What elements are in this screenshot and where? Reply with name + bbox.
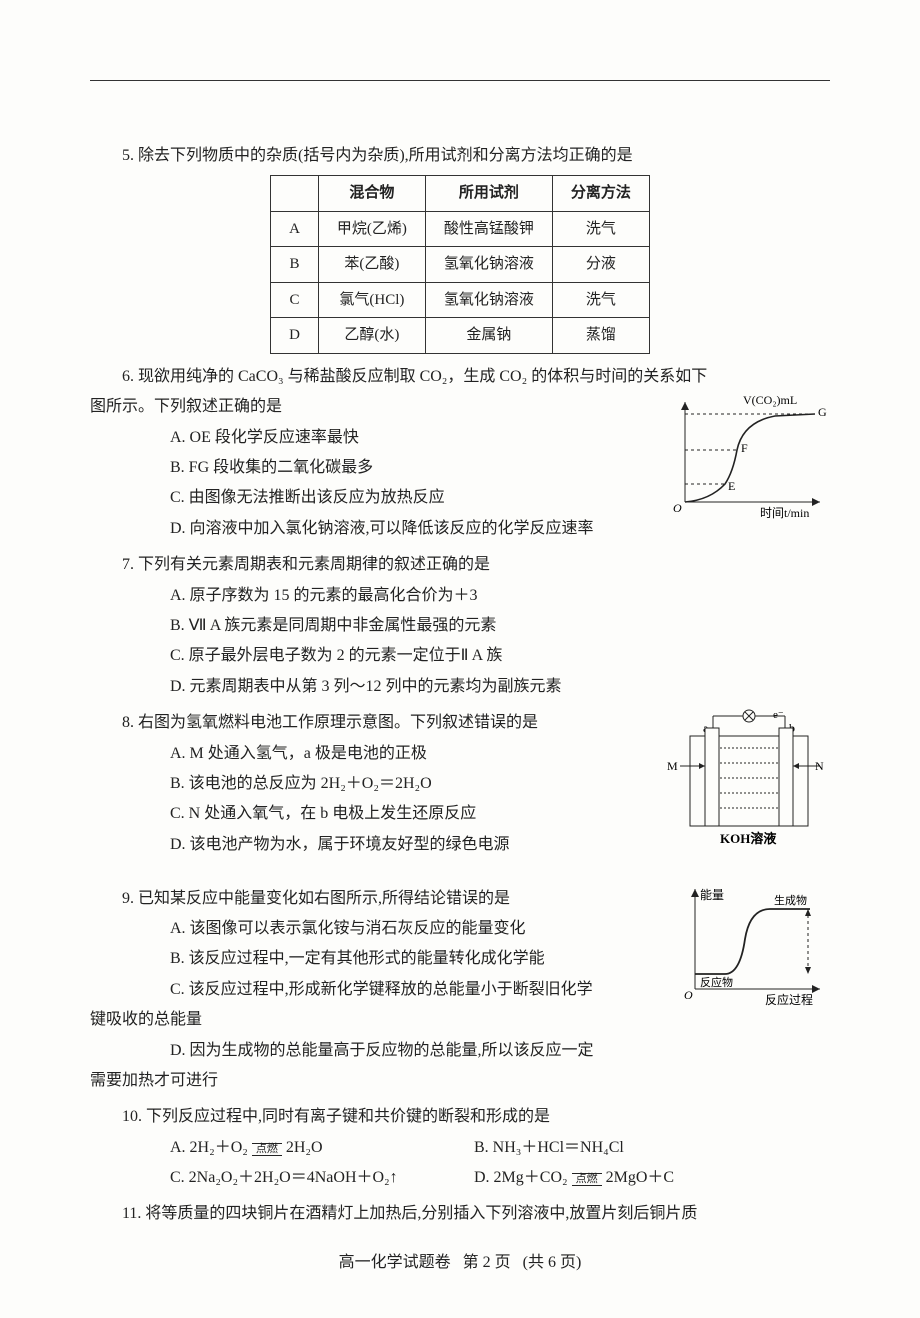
svg-text:M: M [667, 759, 678, 773]
reaction-condition: 点燃 [572, 1173, 602, 1186]
question-6: 6. 现欲用纯净的 CaCO₃ 与稀盐酸反应制取 CO₂，生成 CO₂ 的体积与… [90, 362, 830, 544]
question-7: 7. 下列有关元素周期表和元素周期律的叙述正确的是 A. 原子序数为 15 的元… [90, 550, 830, 702]
question-5: 5. 除去下列物质中的杂质(括号内为杂质),所用试剂和分离方法均正确的是 混合物… [90, 141, 830, 354]
q7-C: C. 原子最外层电子数为 2 的元素一定位于Ⅱ A 族 [90, 641, 830, 671]
q9-D: D. 因为生成物的总能量高于反应物的总能量,所以该反应一定 [90, 1036, 830, 1066]
q10-stem: 10. 下列反应过程中,同时有离子键和共价键的断裂和形成的是 [90, 1102, 830, 1132]
q10-D: D. 2Mg＋CO₂ 点燃 2MgO＋C [474, 1169, 674, 1186]
q5-row-a: A 甲烷(乙烯) 酸性高锰酸钾 洗气 [271, 211, 650, 247]
exam-page: 5. 除去下列物质中的杂质(括号内为杂质),所用试剂和分离方法均正确的是 混合物… [0, 0, 920, 1318]
q8-diagram: e⁻ a b M N [665, 708, 830, 869]
svg-text:O: O [684, 988, 693, 1002]
q7-B: B. Ⅶ A 族元素是同周期中非金属性最强的元素 [90, 611, 830, 641]
q7-D: D. 元素周期表中从第 3 列～12 列中的元素均为副族元素 [90, 672, 830, 702]
svg-text:生成物: 生成物 [774, 893, 807, 907]
q9-chart: 能量 反应物 生成物 O 反应过程 [670, 884, 830, 1025]
reaction-condition: 点燃 [252, 1143, 282, 1156]
q5-table: 混合物 所用试剂 分离方法 A 甲烷(乙烯) 酸性高锰酸钾 洗气 B 苯(乙酸)… [270, 175, 650, 354]
q5-h0 [271, 176, 319, 212]
top-rule [90, 80, 830, 81]
svg-text:时间t/min: 时间t/min [760, 506, 809, 520]
footer-total: (共 6 页) [523, 1254, 582, 1271]
svg-text:能量: 能量 [700, 888, 724, 902]
svg-text:反应物: 反应物 [700, 975, 733, 989]
footer-label: 高一化学试题卷 [339, 1254, 451, 1271]
question-9: 能量 反应物 生成物 O 反应过程 9. 已知某反应中能量变化如右图所示,所得结… [90, 884, 830, 1097]
q7-A: A. 原子序数为 15 的元素的最高化合价为＋3 [90, 581, 830, 611]
q6-chart-svg: V(CO₂)mL E F G O 时间t/min [655, 392, 830, 522]
q10-row2: C. 2Na₂O₂＋2H₂O＝4NaOH＋O₂↑ D. 2Mg＋CO₂ 点燃 2… [90, 1163, 830, 1193]
q6-ylabel: V(CO₂)mL [743, 393, 797, 407]
footer-page: 第 2 页 [463, 1254, 511, 1271]
q5-row-c: C 氯气(HCl) 氢氧化钠溶液 洗气 [271, 282, 650, 318]
svg-text:F: F [741, 441, 748, 455]
q6-chart: V(CO₂)mL E F G O 时间t/min [655, 392, 830, 533]
q5-header-row: 混合物 所用试剂 分离方法 [271, 176, 650, 212]
q5-h3: 分离方法 [552, 176, 649, 212]
q10-C: C. 2Na₂O₂＋2H₂O＝4NaOH＋O₂↑ [170, 1163, 470, 1193]
q7-stem: 7. 下列有关元素周期表和元素周期律的叙述正确的是 [90, 550, 830, 580]
svg-text:G: G [818, 405, 827, 419]
q9-chart-svg: 能量 反应物 生成物 O 反应过程 [670, 884, 830, 1014]
q11-stem: 11. 将等质量的四块铜片在酒精灯上加热后,分别插入下列溶液中,放置片刻后铜片质 [90, 1199, 830, 1229]
svg-text:e⁻: e⁻ [773, 709, 784, 721]
q10-B: B. NH₃＋HCl＝NH₄Cl [474, 1139, 624, 1156]
q10-row1: A. 2H₂＋O₂ 点燃 2H₂O B. NH₃＋HCl＝NH₄Cl [90, 1133, 830, 1163]
question-8: e⁻ a b M N [90, 708, 830, 877]
question-11: 11. 将等质量的四块铜片在酒精灯上加热后,分别插入下列溶液中,放置片刻后铜片质 [90, 1199, 830, 1229]
q6-stem1: 6. 现欲用纯净的 CaCO₃ 与稀盐酸反应制取 CO₂，生成 CO₂ 的体积与… [90, 362, 830, 392]
q5-h1: 混合物 [318, 176, 425, 212]
q5-row-b: B 苯(乙酸) 氢氧化钠溶液 分液 [271, 247, 650, 283]
q8-diagram-svg: e⁻ a b M N [665, 708, 830, 858]
q5-stem: 5. 除去下列物质中的杂质(括号内为杂质),所用试剂和分离方法均正确的是 [90, 141, 830, 171]
q5-h2: 所用试剂 [425, 176, 552, 212]
question-10: 10. 下列反应过程中,同时有离子键和共价键的断裂和形成的是 A. 2H₂＋O₂… [90, 1102, 830, 1193]
svg-text:O: O [673, 501, 682, 515]
q9-Dtail: 需要加热才可进行 [90, 1066, 830, 1096]
q5-row-d: D 乙醇(水) 金属钠 蒸馏 [271, 318, 650, 354]
svg-text:N: N [815, 759, 824, 773]
svg-text:E: E [728, 479, 735, 493]
q10-A: A. 2H₂＋O₂ 点燃 2H₂O [170, 1133, 470, 1163]
svg-text:KOH溶液: KOH溶液 [720, 831, 776, 846]
page-footer: 高一化学试题卷 第 2 页 (共 6 页) [90, 1248, 830, 1278]
svg-text:反应过程: 反应过程 [765, 992, 813, 1007]
